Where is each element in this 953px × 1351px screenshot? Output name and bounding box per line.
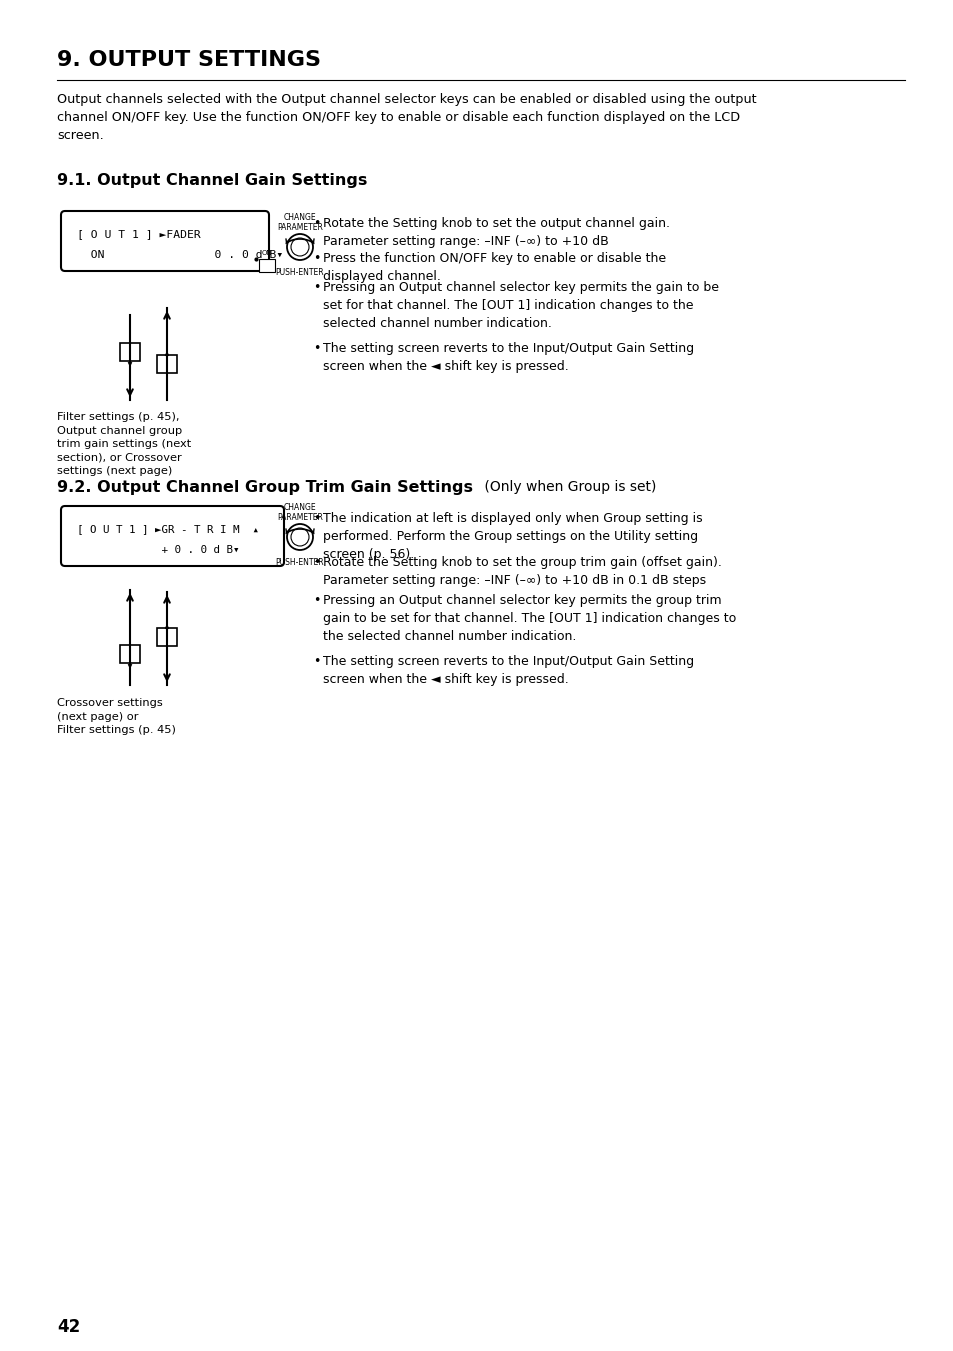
Text: •: • bbox=[313, 512, 320, 526]
Bar bbox=[157, 628, 177, 646]
Text: ON: ON bbox=[261, 250, 272, 255]
Bar bbox=[258, 259, 274, 272]
Text: PUSH-ENTER: PUSH-ENTER bbox=[275, 267, 324, 277]
Bar bbox=[120, 644, 140, 663]
Text: •: • bbox=[313, 281, 320, 295]
Bar bbox=[120, 343, 140, 361]
Text: Crossover settings
(next page) or
Filter settings (p. 45): Crossover settings (next page) or Filter… bbox=[57, 698, 175, 735]
Text: •: • bbox=[313, 655, 320, 667]
Text: Pressing an Output channel selector key permits the gain to be
set for that chan: Pressing an Output channel selector key … bbox=[323, 281, 719, 330]
Text: ON                0 . 0 d B▾: ON 0 . 0 d B▾ bbox=[77, 250, 283, 259]
Text: [ O U T 1 ] ►GR - T R I M  ▴: [ O U T 1 ] ►GR - T R I M ▴ bbox=[77, 524, 258, 534]
Bar bbox=[157, 355, 177, 373]
FancyBboxPatch shape bbox=[61, 507, 284, 566]
Text: + 0 . 0 d B▾: + 0 . 0 d B▾ bbox=[77, 544, 239, 555]
Text: •: • bbox=[313, 557, 320, 569]
Text: Filter settings (p. 45),
Output channel group
trim gain settings (next
section),: Filter settings (p. 45), Output channel … bbox=[57, 412, 191, 477]
Text: (Only when Group is set): (Only when Group is set) bbox=[479, 480, 656, 494]
Text: •: • bbox=[313, 253, 320, 265]
Text: •: • bbox=[313, 594, 320, 607]
Text: 42: 42 bbox=[57, 1319, 80, 1336]
Text: Output channels selected with the Output channel selector keys can be enabled or: Output channels selected with the Output… bbox=[57, 93, 756, 142]
Text: The indication at left is displayed only when Group setting is
performed. Perfor: The indication at left is displayed only… bbox=[323, 512, 702, 561]
Text: CHANGE
PARAMETER: CHANGE PARAMETER bbox=[276, 503, 323, 523]
Text: Rotate the Setting knob to set the output channel gain.
Parameter setting range:: Rotate the Setting knob to set the outpu… bbox=[323, 218, 669, 249]
Text: •: • bbox=[313, 342, 320, 355]
Text: 9. OUTPUT SETTINGS: 9. OUTPUT SETTINGS bbox=[57, 50, 320, 70]
Text: The setting screen reverts to the Input/Output Gain Setting
screen when the ◄ sh: The setting screen reverts to the Input/… bbox=[323, 655, 694, 686]
Text: 9.1. Output Channel Gain Settings: 9.1. Output Channel Gain Settings bbox=[57, 173, 367, 188]
Text: [ O U T 1 ] ►FADER: [ O U T 1 ] ►FADER bbox=[77, 230, 200, 239]
Text: Press the function ON/OFF key to enable or disable the
displayed channel.: Press the function ON/OFF key to enable … bbox=[323, 253, 665, 282]
Text: PUSH-ENTER: PUSH-ENTER bbox=[275, 558, 324, 567]
Text: •: • bbox=[313, 218, 320, 230]
Text: 9.2. Output Channel Group Trim Gain Settings: 9.2. Output Channel Group Trim Gain Sett… bbox=[57, 480, 473, 494]
Text: The setting screen reverts to the Input/Output Gain Setting
screen when the ◄ sh: The setting screen reverts to the Input/… bbox=[323, 342, 694, 373]
FancyBboxPatch shape bbox=[61, 211, 269, 272]
Text: Pressing an Output channel selector key permits the group trim
gain to be set fo: Pressing an Output channel selector key … bbox=[323, 594, 736, 643]
Text: Rotate the Setting knob to set the group trim gain (offset gain).
Parameter sett: Rotate the Setting knob to set the group… bbox=[323, 557, 721, 586]
Text: CHANGE
PARAMETER: CHANGE PARAMETER bbox=[276, 213, 323, 232]
